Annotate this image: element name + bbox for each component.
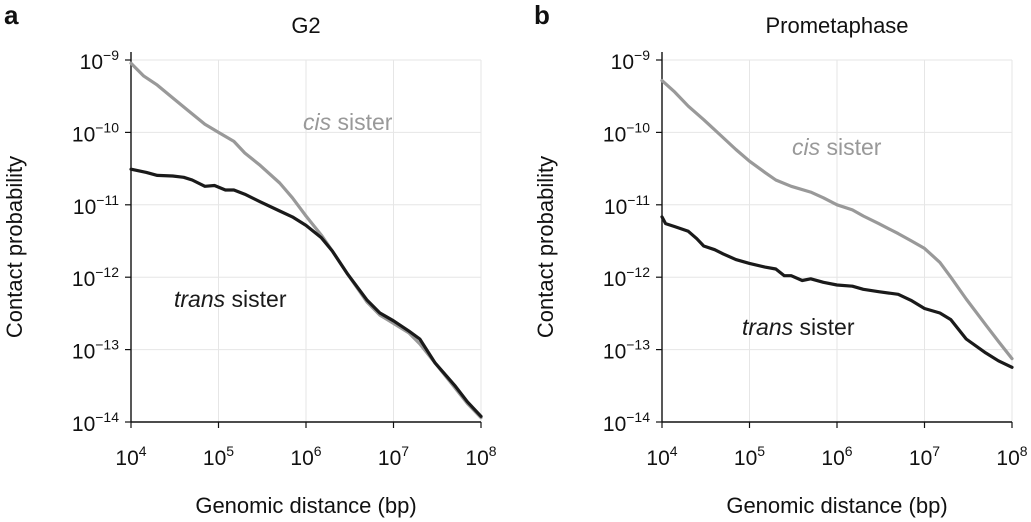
- series-line-cis: [660, 78, 1014, 361]
- x-tick-label: 105: [203, 443, 234, 470]
- series-line-trans: [129, 167, 483, 418]
- panel-title: G2: [291, 13, 320, 38]
- y-tick-label: 10−9: [611, 47, 651, 74]
- chart-panel-a: 104 105 106 107 108 10−14 10−13 10−12 10−11 10−10…: [2, 0, 497, 518]
- y-tick-label: 10−12: [603, 264, 650, 291]
- x-tick-label: 108: [996, 443, 1027, 470]
- y-tick-label: 10−13: [603, 337, 650, 364]
- series-line-cis: [129, 61, 483, 420]
- x-axis-label: Genomic distance (bp): [726, 493, 947, 518]
- y-axis-label: Contact probability: [533, 156, 558, 338]
- y-tick-label: 10−14: [72, 409, 119, 436]
- y-tick-label: 10−12: [72, 264, 119, 291]
- series-label-trans: trans sister: [742, 314, 855, 340]
- panel-letter: a: [4, 0, 19, 30]
- x-tick-label: 104: [646, 443, 677, 470]
- y-tick-label: 10−14: [603, 409, 650, 436]
- series-line-trans: [660, 215, 1014, 369]
- grid: [661, 59, 1013, 423]
- x-tick-label: 106: [821, 443, 852, 470]
- y-tick-label: 10−13: [72, 337, 119, 364]
- series-label-cis: cis sister: [303, 109, 393, 135]
- x-tick-label: 104: [115, 443, 146, 470]
- y-tick-label: 10−11: [73, 192, 119, 219]
- y-tick-label: 10−9: [80, 47, 120, 74]
- y-axis-label: Contact probability: [2, 156, 27, 338]
- y-tick-label: 10−10: [72, 119, 119, 146]
- x-tick-label: 108: [465, 443, 496, 470]
- y-tick-label: 10−11: [604, 192, 650, 219]
- x-axis-label: Genomic distance (bp): [195, 493, 416, 518]
- series-label-cis: cis sister: [792, 134, 882, 160]
- x-tick-label: 106: [290, 443, 321, 470]
- x-tick-label: 107: [378, 443, 409, 470]
- series-label-trans: trans sister: [174, 286, 287, 312]
- y-tick-label: 10−10: [603, 119, 650, 146]
- panel-title: Prometaphase: [765, 13, 908, 38]
- x-tick-label: 107: [909, 443, 940, 470]
- x-tick-label: 105: [734, 443, 765, 470]
- panel-letter: b: [534, 0, 550, 30]
- chart-panel-b: 104 105 106 107 108 10−14 10−13 10−12 10−11 10−10…: [533, 0, 1028, 518]
